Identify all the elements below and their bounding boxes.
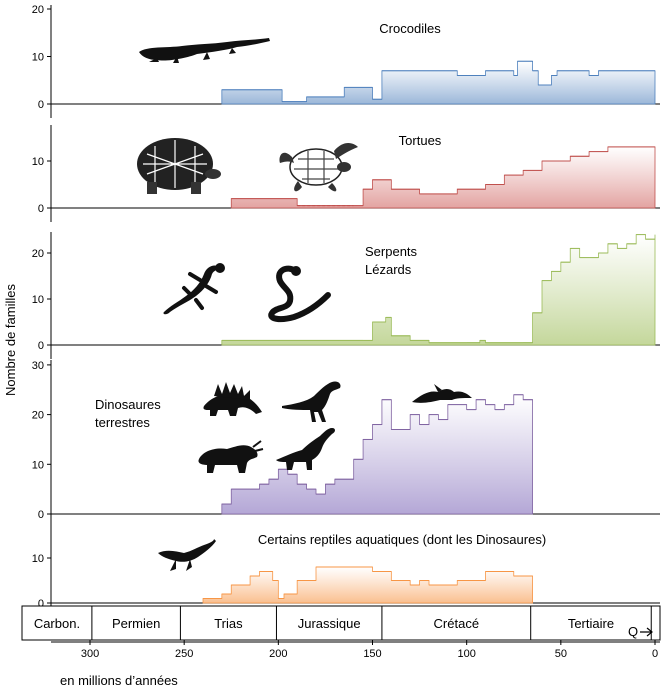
y-tick-label: 20 (32, 248, 44, 260)
snake-silhouette (268, 265, 331, 323)
y-tick-label: 10 (32, 52, 44, 64)
y-tick-label: 0 (38, 99, 44, 111)
y-tick-label: 0 (38, 509, 44, 521)
period-label: Jurassique (298, 616, 361, 631)
timeline-frame (21, 605, 661, 641)
y-tick-label: 10 (32, 459, 44, 471)
theropod-silhouette (282, 381, 341, 422)
plesiosaur-silhouette (158, 539, 216, 571)
panel-1: 0 10 20 Crocodiles (32, 4, 660, 118)
x-tick-label: 150 (363, 648, 381, 660)
period-label: Carbon. (34, 616, 80, 631)
y-tick-label: 0 (38, 598, 44, 610)
panel-5: 0 10 Certains reptiles aquatiques (dont le… (32, 520, 660, 617)
time-axis: 300 250 200 150 100 50 0 (51, 640, 660, 660)
tortoise-silhouette (137, 138, 221, 194)
crocodile-silhouette (139, 38, 270, 63)
period-timeline: Carbon. Permien Trias Jurassique Crétacé Tert… (21, 605, 661, 641)
panel-title: Tortues (399, 133, 442, 148)
series-area (221, 394, 533, 515)
panel-title: terrestres (95, 415, 150, 430)
y-tick-label: 0 (38, 340, 44, 352)
y-tick-label: 10 (32, 553, 44, 565)
period-label: Tertiaire (568, 616, 614, 631)
panel-4: 0 10 20 30 Dinosaures terrestres (32, 360, 660, 528)
x-tick-label: 200 (269, 648, 287, 660)
triceratops-silhouette (198, 440, 264, 473)
period-label: Permien (112, 616, 160, 631)
series-area (221, 60, 656, 105)
y-tick-label: 20 (32, 4, 44, 16)
x-tick-label: 250 (175, 648, 193, 660)
pterosaur-silhouette (412, 384, 472, 403)
y-tick-label: 0 (38, 203, 44, 215)
y-tick-label: 10 (32, 294, 44, 306)
y-tick-label: 20 (32, 410, 44, 422)
x-tick-label: 0 (652, 648, 658, 660)
x-tick-label: 50 (555, 648, 567, 660)
panel-title: Dinosaures (95, 397, 161, 412)
figure-xlabel: en millions d’années (60, 673, 178, 688)
animal-silhouettes (137, 38, 472, 571)
panel-title: Serpents (365, 244, 418, 259)
y-tick-label: 10 (32, 156, 44, 168)
series-area (202, 566, 533, 604)
figure-ylabel: Nombre de familles (3, 284, 18, 396)
panel-title: Crocodiles (379, 21, 441, 36)
period-label: Q (628, 624, 638, 639)
period-label: Trias (214, 616, 243, 631)
panel-title: Lézards (365, 262, 412, 277)
lizard-silhouette (163, 263, 225, 315)
x-tick-label: 100 (457, 648, 475, 660)
period-label: Crétacé (434, 616, 480, 631)
y-tick-label: 30 (32, 360, 44, 372)
panel-2: 0 10 Tortues (32, 125, 660, 222)
stegosaurus-silhouette (203, 382, 262, 416)
panel-title: Certains reptiles aquatiques (dont les D… (258, 532, 546, 547)
panel-3: 0 10 20 Serpents Lézards (32, 232, 660, 359)
sauropod-silhouette (276, 428, 335, 470)
sea-turtle-silhouette (279, 143, 358, 192)
arrow-right-icon (640, 627, 653, 637)
x-tick-label: 300 (81, 648, 99, 660)
